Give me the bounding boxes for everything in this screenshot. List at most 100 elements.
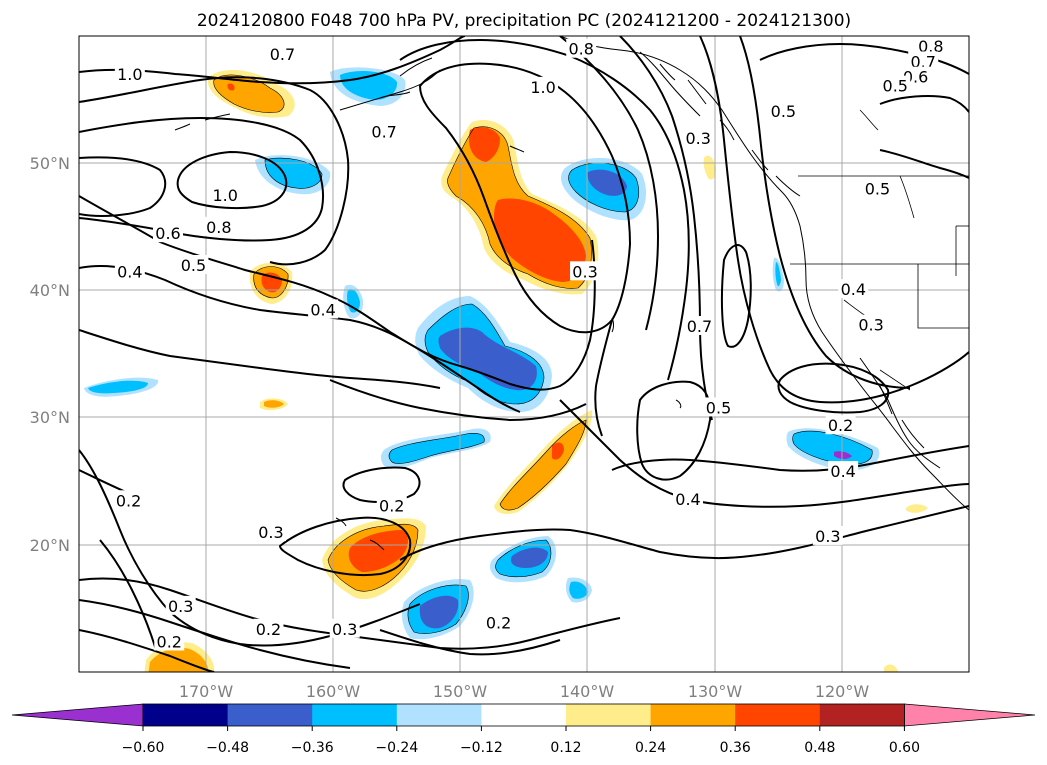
- contour-label: 0.2: [379, 496, 404, 515]
- contour-label: 0.2: [828, 416, 853, 435]
- contour-label: 0.4: [310, 300, 335, 319]
- contour-label: 0.2: [256, 620, 281, 639]
- contour-label: 0.3: [332, 620, 357, 639]
- colorbar-tick-label: −0.12: [460, 740, 503, 756]
- blue-blob-aleutian: [255, 155, 331, 195]
- warm-blob-coast-small: [703, 155, 928, 672]
- colorbar-tick-label: −0.48: [206, 740, 249, 756]
- colorbar-tick-label: 0.36: [720, 740, 751, 756]
- colorbar-tick-label: −0.60: [122, 740, 165, 756]
- lon-tick-140w: 140°W: [560, 682, 615, 701]
- political-borders: [790, 109, 969, 391]
- contour-label-bg: [570, 261, 601, 281]
- contour-labels: 1.01.00.80.70.71.00.80.60.50.40.40.30.30…: [113, 36, 946, 651]
- lat-tick-50: 50°N: [30, 154, 70, 173]
- lat-tick-labels: 20°N 30°N 40°N 50°N: [30, 154, 70, 555]
- contour-label: 1.0: [530, 78, 555, 97]
- contour-label: 0.2: [486, 613, 511, 632]
- coastlines: [174, 36, 969, 551]
- contour-label: 0.7: [687, 317, 712, 336]
- contour-label-bg: [812, 525, 843, 545]
- contour-label: 0.4: [117, 262, 142, 281]
- contour-label: 0.7: [371, 122, 396, 141]
- contour-label: 0.2: [157, 632, 182, 651]
- contour-label: 1.0: [117, 65, 142, 84]
- warm-blob-tiny: [260, 398, 288, 411]
- blue-blob-south-small: [565, 577, 592, 603]
- contour-label-bg: [210, 185, 241, 204]
- colorbar-tick-label: 0.12: [550, 740, 581, 756]
- colorbar-tick-label: −0.24: [375, 740, 418, 756]
- colorbar-tick-label: 0.24: [635, 740, 666, 756]
- contour-label-bg: [369, 121, 400, 141]
- colorbar-swatch: [396, 704, 482, 726]
- contour-label: 0.5: [883, 77, 908, 96]
- contour-label-bg: [768, 101, 799, 121]
- contour-label-bg: [376, 495, 407, 515]
- colorbar-tick-label: −0.36: [291, 740, 334, 756]
- contour-label: 0.2: [116, 491, 141, 510]
- contour-label: 0.5: [771, 102, 796, 121]
- lon-tick-labels: 170°W 160°W 150°W 140°W 130°W 120°W: [179, 682, 870, 701]
- contour-label-bg: [178, 254, 209, 274]
- colorbar-swatch: [819, 704, 905, 726]
- blue-blob-coast: [772, 257, 784, 292]
- warm-blob-subtropical-band: [494, 410, 593, 514]
- contour-label: 0.5: [706, 398, 731, 417]
- contour-label: 0.6: [155, 224, 180, 243]
- contour-label-bg: [329, 618, 360, 638]
- contour-label-bg: [253, 618, 284, 638]
- colorbar-swatch: [650, 704, 736, 726]
- contour-label: 0.3: [572, 262, 597, 281]
- map-frame: [78, 35, 970, 673]
- blue-blob-east: [786, 428, 880, 471]
- contour-label: 0.5: [865, 180, 890, 199]
- contour-label-bg: [203, 216, 234, 236]
- colorbar-swatch: [481, 704, 567, 726]
- contour-label-bg: [165, 595, 196, 615]
- contour-label-bg: [880, 75, 911, 95]
- colorbar-swatch: [143, 704, 229, 726]
- contour-label-bg: [673, 489, 704, 509]
- contour-label: 0.4: [675, 490, 700, 509]
- contour-label: 1.0: [212, 186, 237, 205]
- contour-label-bg: [566, 38, 597, 58]
- blue-blob-south-central: [489, 536, 557, 583]
- contour-label: 0.4: [841, 280, 866, 299]
- contour-label-bg: [267, 43, 298, 63]
- contour-label-bg: [856, 314, 887, 334]
- colorbar-ticks: −0.60 −0.48 −0.36 −0.24 −0.12 0.12 0.24 0.36 0.4…: [122, 726, 920, 756]
- lon-tick-170w: 170°W: [179, 682, 234, 701]
- contour-label-bg: [862, 178, 893, 198]
- warm-blob-jet-entrance: [441, 120, 599, 295]
- contour-label-bg: [703, 397, 734, 417]
- contour-label-bg: [154, 631, 185, 651]
- contour-label-bg: [908, 51, 939, 71]
- colorbar-swatch: [735, 704, 821, 726]
- lon-tick-160w: 160°W: [306, 682, 361, 701]
- contour-label-bg: [153, 223, 183, 243]
- lon-tick-150w: 150°W: [433, 682, 488, 701]
- lon-tick-120w: 120°W: [815, 682, 870, 701]
- contour-label-bg: [114, 261, 145, 281]
- contour-label: 0.7: [911, 52, 936, 71]
- contour-label: 0.5: [181, 256, 206, 275]
- lat-tick-30: 30°N: [30, 408, 70, 427]
- contour-label: 0.3: [858, 316, 883, 335]
- pv-contours: [79, 36, 969, 672]
- contour-label-bg: [838, 279, 869, 299]
- colorbar-extend-low: [11, 703, 144, 727]
- colorbar-swatch: [312, 704, 398, 726]
- colorbar-tick-label: 0.48: [804, 740, 835, 756]
- colorbar-frame: [142, 703, 905, 727]
- figure-title: 2024120800 F048 700 hPa PV, precipitatio…: [197, 11, 851, 31]
- colorbar-tick-label: 0.60: [889, 740, 920, 756]
- contour-label-bg: [825, 415, 856, 435]
- lon-tick-130w: 130°W: [688, 682, 743, 701]
- blue-blob-west: [84, 377, 159, 397]
- contour-label-bg: [828, 461, 859, 481]
- contour-label-bg: [915, 36, 946, 56]
- contour-label: 0.8: [568, 40, 593, 59]
- colorbar-swatch: [227, 704, 313, 726]
- blue-blob-central-north-pacific: [415, 296, 552, 412]
